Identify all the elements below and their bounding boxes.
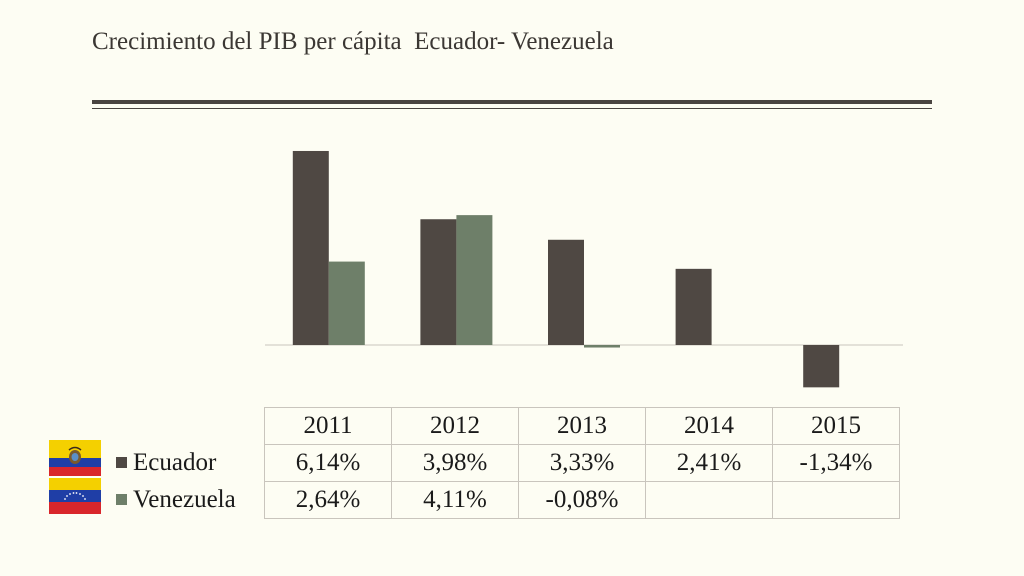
category-label: 2011 (264, 407, 392, 445)
stars-icon (64, 492, 86, 500)
bar-ecuador-2013 (548, 239, 584, 345)
bar-ecuador-2015 (803, 345, 840, 388)
data-label (645, 481, 773, 519)
bar-ecuador-2014 (675, 268, 712, 345)
series-header: Ecuador (106, 444, 265, 482)
bar-ecuador-2011 (292, 150, 329, 345)
data-table: 2011 2012 2013 2014 2015 Ecuador 6,14% 3… (106, 407, 900, 519)
ecuador-legend-key (116, 457, 127, 468)
slide-title: Crecimiento del PIB per cápita Ecuador- … (92, 28, 614, 55)
data-label: 2,41% (645, 444, 773, 482)
data-label: 2,64% (264, 481, 392, 519)
data-label: 3,98% (391, 444, 519, 482)
series-header: Venezuela (106, 481, 265, 519)
series-name: Ecuador (133, 449, 217, 476)
data-label (772, 481, 900, 519)
category-label: 2015 (772, 407, 900, 445)
table-row-ecuador: Ecuador 6,14% 3,98% 3,33% 2,41% -1,34% (106, 444, 900, 482)
data-label: -1,34% (772, 444, 900, 482)
venezuela-legend-key (116, 494, 127, 505)
venezuela-flag (49, 478, 101, 514)
title-rule-thin (92, 108, 932, 109)
series-name: Venezuela (133, 486, 236, 513)
bar-venezuela-2013 (584, 345, 620, 348)
data-label: 4,11% (391, 481, 519, 519)
table-row-venezuela: Venezuela 2,64% 4,11% -0,08% (106, 481, 900, 519)
category-label: 2014 (645, 407, 773, 445)
data-label: 3,33% (518, 444, 646, 482)
table-corner (106, 407, 265, 445)
ecuador-flag (49, 440, 101, 476)
table-header-row: 2011 2012 2013 2014 2015 (106, 407, 900, 445)
data-label: -0,08% (518, 481, 646, 519)
bar-venezuela-2012 (456, 215, 493, 345)
category-label: 2013 (518, 407, 646, 445)
category-label: 2012 (391, 407, 519, 445)
data-label: 6,14% (264, 444, 392, 482)
bar-ecuador-2012 (420, 219, 457, 345)
bar-chart (265, 150, 903, 388)
bar-venezuela-2011 (328, 261, 365, 345)
title-rule-thick (92, 100, 932, 104)
